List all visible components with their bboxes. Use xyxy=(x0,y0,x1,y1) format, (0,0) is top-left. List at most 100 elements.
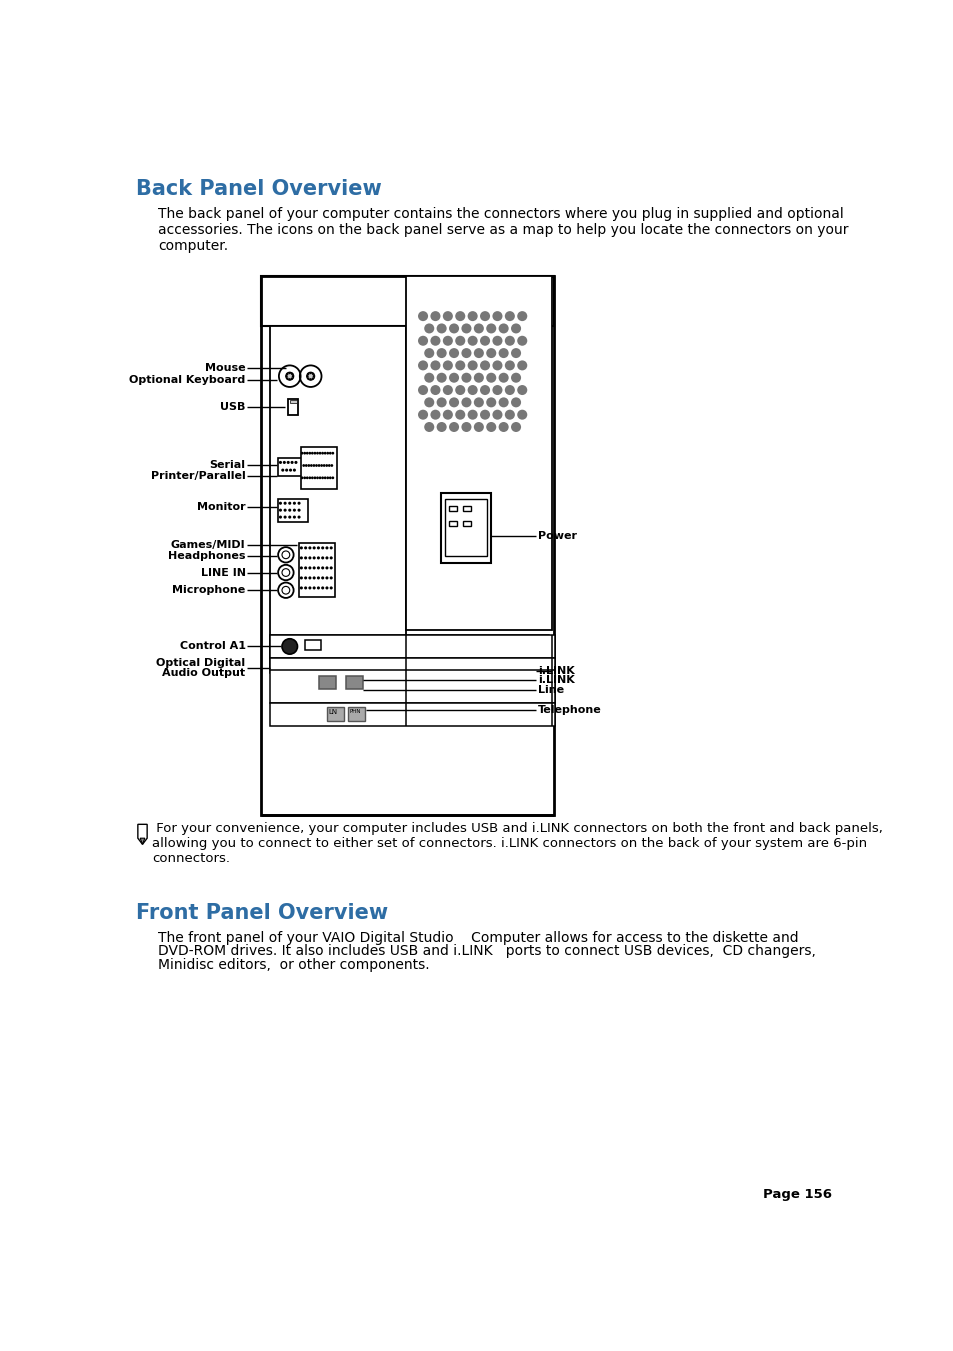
Bar xyxy=(345,677,362,689)
Bar xyxy=(298,543,335,597)
Circle shape xyxy=(442,409,453,420)
Circle shape xyxy=(517,361,527,370)
Circle shape xyxy=(313,577,315,580)
Circle shape xyxy=(285,469,288,471)
Circle shape xyxy=(455,311,465,322)
Circle shape xyxy=(299,566,303,570)
Circle shape xyxy=(316,557,319,559)
Circle shape xyxy=(329,451,332,454)
Circle shape xyxy=(331,451,334,454)
Circle shape xyxy=(321,586,324,589)
Circle shape xyxy=(278,461,282,463)
Circle shape xyxy=(467,361,477,370)
Circle shape xyxy=(449,349,458,358)
Bar xyxy=(348,708,365,721)
Circle shape xyxy=(479,336,490,346)
Text: Line: Line xyxy=(537,685,563,696)
Circle shape xyxy=(330,577,333,580)
Text: LN: LN xyxy=(328,709,337,715)
Text: The front panel of your VAIO Digital Studio    Computer allows for access to the: The front panel of your VAIO Digital Stu… xyxy=(158,931,798,944)
Circle shape xyxy=(323,451,326,454)
Circle shape xyxy=(329,477,332,480)
Circle shape xyxy=(291,373,293,376)
Circle shape xyxy=(449,422,458,432)
Circle shape xyxy=(474,422,483,432)
Circle shape xyxy=(304,546,307,550)
Circle shape xyxy=(436,397,446,408)
Circle shape xyxy=(498,422,508,432)
Circle shape xyxy=(285,376,288,377)
Circle shape xyxy=(486,422,496,432)
Circle shape xyxy=(424,323,434,334)
Circle shape xyxy=(316,586,319,589)
Circle shape xyxy=(313,566,315,570)
Circle shape xyxy=(436,349,446,358)
Circle shape xyxy=(307,373,309,376)
Circle shape xyxy=(449,323,458,334)
Text: Minidisc editors,  or other components.: Minidisc editors, or other components. xyxy=(158,958,429,973)
Circle shape xyxy=(449,373,458,382)
Circle shape xyxy=(283,501,286,505)
Circle shape xyxy=(492,361,502,370)
Circle shape xyxy=(474,349,483,358)
Circle shape xyxy=(486,397,496,408)
Circle shape xyxy=(293,508,295,512)
Circle shape xyxy=(313,465,315,467)
Circle shape xyxy=(461,323,471,334)
Circle shape xyxy=(302,465,305,467)
Circle shape xyxy=(417,361,428,370)
Circle shape xyxy=(303,477,306,480)
Circle shape xyxy=(299,586,303,589)
Text: Mouse: Mouse xyxy=(205,363,245,373)
Circle shape xyxy=(304,586,307,589)
Circle shape xyxy=(292,376,294,377)
Circle shape xyxy=(498,349,508,358)
Circle shape xyxy=(504,336,515,346)
Circle shape xyxy=(288,501,291,505)
Circle shape xyxy=(492,385,502,394)
Bar xyxy=(261,276,554,326)
Circle shape xyxy=(504,385,515,394)
Circle shape xyxy=(307,465,310,467)
Circle shape xyxy=(517,409,527,420)
Circle shape xyxy=(318,477,321,480)
Circle shape xyxy=(492,311,502,322)
Circle shape xyxy=(278,501,282,505)
Text: DVD-ROM drives. It also includes USB and i.LINK   ports to connect USB devices, : DVD-ROM drives. It also includes USB and… xyxy=(158,944,815,958)
Circle shape xyxy=(417,311,428,322)
Circle shape xyxy=(307,373,314,380)
Circle shape xyxy=(291,461,294,463)
Circle shape xyxy=(317,465,320,467)
Circle shape xyxy=(312,377,314,380)
Text: USB: USB xyxy=(220,403,245,412)
Circle shape xyxy=(417,385,428,394)
Text: Optional Keyboard: Optional Keyboard xyxy=(130,376,245,385)
Circle shape xyxy=(313,557,315,559)
Circle shape xyxy=(286,461,290,463)
Circle shape xyxy=(467,409,477,420)
Circle shape xyxy=(314,451,316,454)
Circle shape xyxy=(449,397,458,408)
Circle shape xyxy=(321,546,324,550)
Bar xyxy=(290,400,296,403)
Circle shape xyxy=(326,477,329,480)
Bar xyxy=(261,276,554,815)
Bar xyxy=(463,521,471,527)
Circle shape xyxy=(312,373,314,376)
Circle shape xyxy=(297,516,300,519)
Circle shape xyxy=(308,586,311,589)
Bar xyxy=(278,499,307,521)
Circle shape xyxy=(313,586,315,589)
Polygon shape xyxy=(137,824,147,844)
Circle shape xyxy=(517,336,527,346)
Circle shape xyxy=(517,311,527,322)
Text: Front Panel Overview: Front Panel Overview xyxy=(136,902,388,923)
Circle shape xyxy=(318,451,321,454)
Circle shape xyxy=(498,373,508,382)
Circle shape xyxy=(442,311,453,322)
Circle shape xyxy=(461,373,471,382)
Circle shape xyxy=(282,639,297,654)
Circle shape xyxy=(321,477,324,480)
Bar xyxy=(449,521,456,527)
Circle shape xyxy=(430,409,440,420)
